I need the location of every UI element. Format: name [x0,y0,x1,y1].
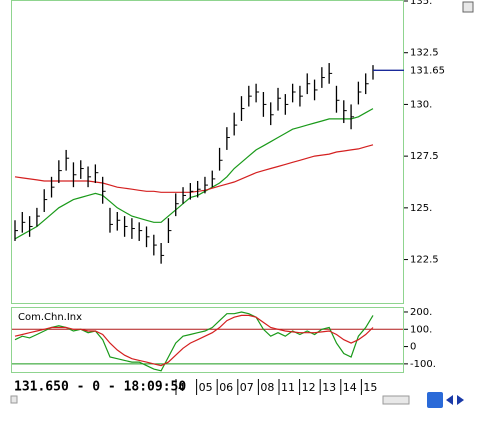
y-tick-label: 130. [410,99,432,110]
y-tick-label: 127.5 [410,151,439,162]
date-label: 15 [363,381,377,394]
date-label: 11 [281,381,295,394]
indicator-title: Com.Chn.Inx [18,312,82,323]
prev-button[interactable] [446,395,453,405]
y-tick-label: 200. [410,307,432,318]
y-tick-label: 132.5 [410,48,439,59]
price-panel [11,0,404,304]
y-tick-label: 0 [410,342,416,353]
indicator-panel [11,307,404,373]
ma-line [14,311,374,372]
ma-line [14,314,374,367]
scroll-right[interactable] [382,395,410,405]
status-text: 131.650 - 0 - 18:09:50 [14,380,186,395]
y-tick-label: 125. [410,203,432,214]
window-button[interactable] [462,1,474,13]
last-price-label: 131.65 [410,65,445,76]
scroll-left[interactable] [10,395,18,404]
ma-line [14,144,374,193]
date-label: 12 [302,381,316,394]
y-tick-label: 122.5 [410,255,439,266]
next-button[interactable] [457,395,464,405]
y-tick-label: -100. [410,359,436,370]
refresh-button[interactable] [427,392,443,408]
date-label: 05 [199,381,213,394]
date-label: 14 [343,381,357,394]
date-label: 08 [260,381,274,394]
date-label: 13 [322,381,336,394]
date-label: 4 [178,381,185,394]
date-label: 07 [240,381,254,394]
y-tick-label: 135. [410,0,432,7]
ma-line [14,108,374,240]
date-label: 06 [219,381,233,394]
y-tick-label: 100. [410,324,432,335]
